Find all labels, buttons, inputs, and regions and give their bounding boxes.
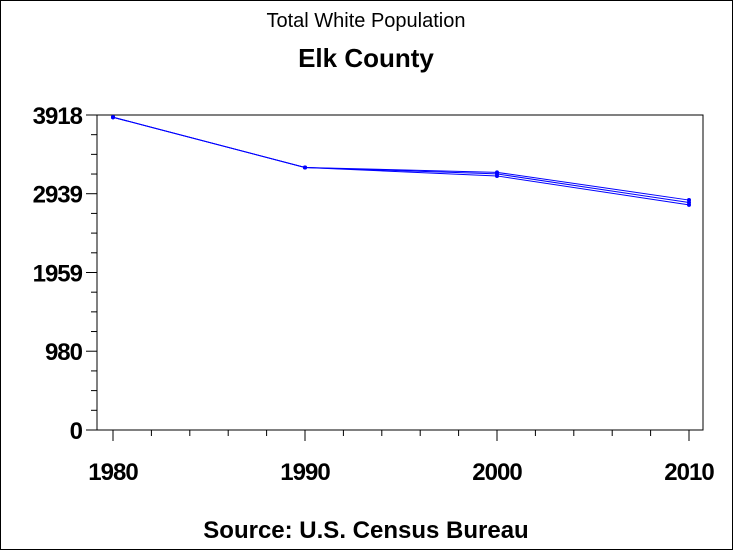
x-tick-label: 2010 (664, 459, 714, 486)
chart-title: Total White Population (266, 10, 465, 32)
y-axis: 0 980 1959 2939 3918 (33, 103, 97, 445)
data-point (687, 198, 691, 203)
data-point (303, 165, 307, 170)
y-tick-label: 3918 (33, 103, 83, 130)
series-line (112, 116, 690, 206)
y-tick-label: 2939 (33, 182, 83, 209)
source-footnote: Source: U.S. Census Bureau (203, 517, 528, 544)
y-tick-label: 980 (45, 339, 83, 366)
series-line (112, 116, 690, 201)
series-line (112, 116, 690, 203)
series-layer (111, 115, 691, 207)
x-tick-label: 1990 (280, 459, 330, 486)
x-tick-label: 1980 (88, 459, 138, 486)
data-point (111, 115, 115, 120)
x-tick-label: 2000 (472, 459, 522, 486)
chart-subtitle: Elk County (298, 43, 434, 73)
y-tick-label: 0 (70, 418, 83, 445)
y-tick-label: 1959 (33, 261, 83, 288)
plot-area (96, 114, 704, 431)
x-axis: 1980 1990 2000 2010 (88, 430, 715, 486)
data-point (495, 170, 499, 175)
